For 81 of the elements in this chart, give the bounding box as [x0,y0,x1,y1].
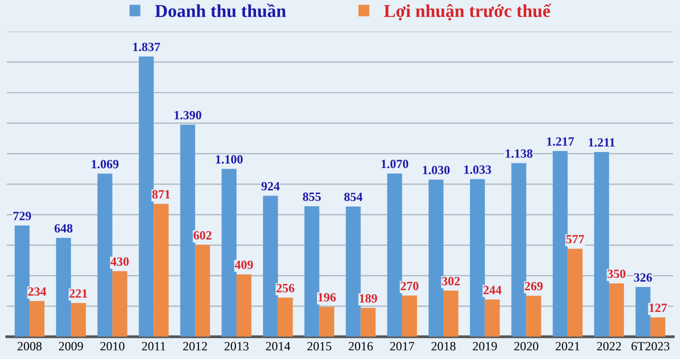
data-label: 350 [608,270,626,278]
data-label: 602 [194,231,212,240]
x-tick-label: 2021 [556,342,580,350]
bar [650,317,666,337]
bar [30,301,44,337]
data-label: 1.138 [506,149,532,158]
x-tick-label: 2011 [142,342,166,350]
data-label: 269 [524,282,543,290]
bar [402,296,417,337]
x-tick-label: 2013 [224,342,249,350]
bar [526,296,542,337]
data-label: 302 [442,276,460,286]
x-tick-label: 2008 [18,342,42,350]
data-label: 256 [276,284,294,292]
bar [346,206,361,337]
data-label: 854 [344,192,362,202]
data-label: 1.211 [588,138,615,147]
bar [154,204,169,337]
bar [552,151,568,337]
data-label: 1.390 [174,110,202,120]
data-label: 1.030 [422,166,450,174]
bar [511,163,526,337]
data-label: 871 [152,190,170,199]
bar [112,271,128,337]
x-tick-label: 2020 [514,342,538,350]
bar [636,287,650,337]
x-tick-label: 2022 [597,342,621,350]
data-label: 270 [400,282,418,290]
x-tick-label: 2014 [266,342,290,350]
bar [470,179,485,337]
bar [319,306,334,337]
bar [609,283,624,337]
x-tick-label: 2016 [348,342,373,350]
data-label: 196 [318,293,336,302]
data-label: 1.100 [216,155,243,164]
x-tick-label: 2010 [100,342,124,350]
x-tick-label: 2017 [390,342,414,350]
data-label: 189 [360,294,378,303]
bar [14,226,30,337]
data-label: 430 [110,257,129,266]
bar [236,274,252,337]
data-label: 127 [650,304,667,312]
x-tick-label: 2019 [472,342,497,350]
data-label: 221 [70,289,88,298]
x-tick-label: 2009 [59,342,83,350]
data-label: 409 [234,260,253,270]
x-tick-label: 2012 [183,342,207,350]
bar [568,248,583,337]
legend-label: Doanh thu thuần [155,4,286,18]
data-label: 234 [28,287,46,296]
bar [97,174,112,337]
data-label: 1.217 [547,137,574,146]
bar [304,206,320,337]
bar [484,300,500,337]
data-label: 577 [566,235,584,244]
data-label: 1.033 [464,165,492,174]
bar [443,290,458,337]
bar [70,303,86,337]
bar [428,180,444,337]
bar [387,173,402,337]
data-label: 1.070 [382,160,408,168]
data-label: 1.069 [92,160,119,168]
data-label: 648 [54,224,72,233]
data-label: 924 [261,182,280,190]
data-label: 855 [302,192,321,201]
bar [360,308,376,337]
legend-label: Lợi nhuận trước thuế [384,4,552,20]
bar [180,124,196,337]
x-tick-label: 6T2023 [632,342,670,350]
data-label: 1.837 [133,42,160,52]
data-label: 729 [13,212,32,220]
bar [278,298,293,337]
bar [263,196,278,337]
bar [56,238,71,337]
x-tick-label: 2018 [432,342,456,350]
bar [138,56,154,337]
bar [195,244,210,337]
x-tick-label: 2015 [307,342,332,350]
bar [594,152,610,337]
data-label: 326 [634,273,652,282]
data-label: 244 [483,286,502,294]
